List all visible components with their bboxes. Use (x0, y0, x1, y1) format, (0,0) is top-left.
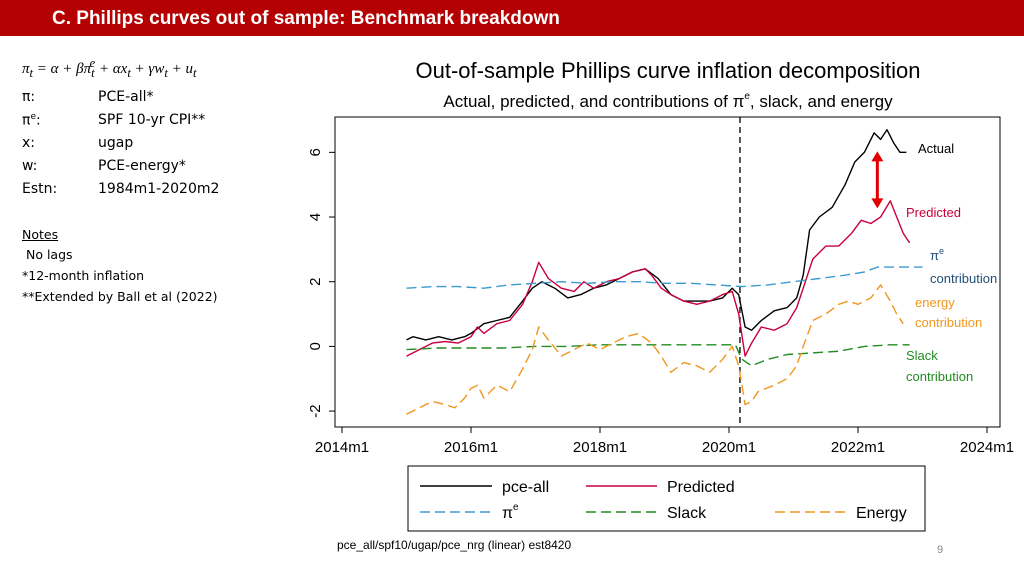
source-note: pce_all/spf10/ugap/pce_nrg (linear) est8… (337, 538, 572, 552)
legend-label-slack: Slack (667, 505, 707, 522)
label-slack: Slack (906, 348, 938, 363)
def-symbol: πe: (22, 112, 41, 129)
slide-title: C. Phillips curves out of sample: Benchm… (52, 8, 560, 29)
series-lines (406, 129, 923, 415)
y-tick-label: 0 (307, 342, 324, 350)
legend-label-pce-all: pce-all (502, 479, 549, 496)
def-value: PCE-all* (98, 89, 154, 105)
title-bar: C. Phillips curves out of sample: Benchm… (0, 0, 1024, 36)
label-actual: Actual (918, 141, 954, 156)
chart-subtitle: Actual, predicted, and contributions of … (443, 91, 893, 111)
def-value: PCE-energy* (98, 158, 186, 174)
label-pie-contribution: πe (930, 246, 944, 263)
label-energy: energy (915, 295, 955, 310)
x-tick-label: 2016m1 (444, 439, 498, 456)
legend-label-pie: πe (502, 502, 519, 522)
label-pie-contribution-2: contribution (930, 271, 997, 286)
x-tick-label: 2014m1 (315, 439, 369, 456)
legend-label-predicted: Predicted (667, 479, 735, 496)
series-line-energy-contribution (406, 284, 904, 415)
y-tick-label: 2 (307, 278, 324, 286)
note-line: *12-month inflation (22, 268, 145, 283)
gap-arrow (871, 151, 884, 209)
x-tick-label: 2024m1 (960, 439, 1014, 456)
series-line--e-contribution (406, 266, 923, 289)
x-tick-label: 2022m1 (831, 439, 885, 456)
legend-label-energy: Energy (856, 505, 907, 522)
phillips-equation: πt = α + βπte + αxt + γwt + ut (22, 56, 197, 80)
series-line-predicted (406, 200, 911, 357)
y-tick-label: -2 (307, 404, 324, 417)
y-tick-label: 4 (307, 213, 324, 221)
x-axis: 2014m1 2016m1 2018m1 2020m1 2022m1 2024m1 (315, 427, 1014, 456)
def-value: SPF 10-yr CPI** (98, 112, 206, 128)
chart-title: Out-of-sample Phillips curve inflation d… (415, 58, 920, 83)
def-symbol: x: (22, 135, 36, 151)
arrow-head-down (871, 198, 884, 209)
x-tick-label: 2020m1 (702, 439, 756, 456)
note-line: **Extended by Ball et al (2022) (22, 289, 218, 304)
y-tick-label: 6 (307, 148, 324, 156)
legend: pce-all Predicted πe Slack Energy (407, 465, 926, 532)
label-slack-2: contribution (906, 369, 973, 384)
label-energy-2: contribution (915, 315, 982, 330)
series-line-slack-contribution (406, 344, 910, 367)
def-symbol: Estn: (22, 181, 58, 197)
legend-box (407, 465, 926, 532)
page-number: 9 (937, 544, 944, 556)
note-line: No lags (22, 247, 73, 262)
arrow-head-up (871, 151, 884, 162)
def-value: 1984m1-2020m2 (98, 181, 220, 197)
def-symbol: π: (22, 89, 36, 105)
x-tick-label: 2018m1 (573, 439, 627, 456)
plot-frame (334, 116, 1001, 428)
series-line-pce-all (406, 129, 907, 341)
notes-heading: Notes (22, 227, 59, 242)
def-value: ugap (98, 135, 134, 151)
label-predicted: Predicted (906, 205, 961, 220)
def-symbol: w: (22, 158, 38, 174)
y-axis: -2 0 2 4 6 (307, 148, 335, 418)
